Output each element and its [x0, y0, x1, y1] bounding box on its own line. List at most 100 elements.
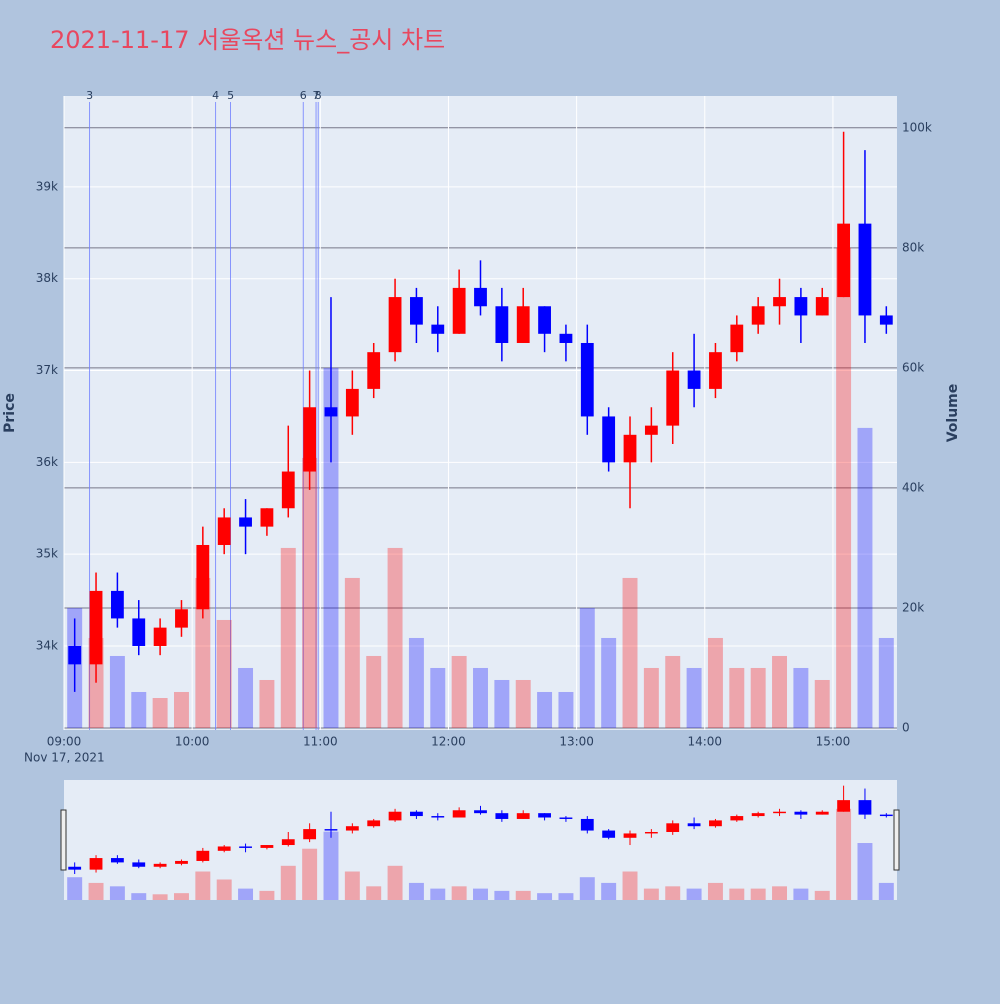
candle-body [858, 800, 872, 815]
volume-bar [665, 886, 681, 900]
candle-body [644, 831, 658, 834]
candle-body [687, 370, 701, 389]
candle-body [516, 813, 530, 819]
volume-bar [173, 691, 189, 728]
volume-bar [152, 697, 168, 728]
candle-body [687, 823, 701, 827]
range-slider[interactable] [64, 780, 897, 900]
volume-bar [750, 888, 766, 900]
candle-body [538, 306, 551, 334]
x-tick-label: 13:00 [559, 735, 594, 749]
candle-body [730, 816, 744, 821]
candle-body [260, 845, 274, 848]
volume-bar [280, 547, 296, 728]
volume-bar [729, 667, 745, 728]
range-handle[interactable] [60, 809, 67, 871]
volume-bar [643, 888, 659, 900]
volume-bar [67, 877, 83, 900]
volume-bar [814, 890, 830, 900]
volume-bar [366, 655, 382, 728]
x-tick-label: 15:00 [816, 735, 851, 749]
candle-body [281, 471, 295, 509]
candle-body [837, 223, 851, 298]
candle-body [495, 306, 509, 343]
volume-bar [537, 893, 553, 900]
candle-body [431, 324, 445, 334]
candle-body [580, 818, 594, 831]
x-tick-label: 12:00 [431, 735, 466, 749]
volume-bar [857, 427, 873, 728]
candle-body [709, 820, 722, 827]
candle-body [132, 862, 146, 867]
volume-bar [238, 667, 254, 728]
x-tick-label: 09:00 [47, 735, 82, 749]
volume-bar [494, 890, 510, 900]
candle-body [345, 388, 359, 417]
volume-bar [408, 882, 424, 900]
candle-body [110, 858, 124, 863]
volume-bar [473, 667, 488, 728]
volume-bar [109, 655, 125, 728]
y-tick-label: 35k [36, 547, 58, 561]
volume-bar [772, 655, 788, 728]
y-tick-label: 39k [36, 179, 58, 193]
news-marker-label: 5 [227, 89, 234, 102]
volume-bar [793, 888, 809, 900]
volume-bar [601, 882, 617, 900]
volume-bar [494, 679, 510, 728]
candle-body [751, 813, 765, 817]
volume-bar [579, 877, 595, 900]
candle-body [388, 811, 402, 821]
candle-body [773, 811, 786, 814]
volume-bar [152, 894, 168, 900]
volume-bar [344, 871, 360, 900]
volume-bar [643, 667, 659, 728]
candle-body [410, 811, 423, 817]
candle-body [474, 810, 487, 814]
volume-bar [707, 637, 723, 728]
candle-body [623, 434, 637, 463]
news-marker-label: 3 [86, 89, 93, 102]
candle-body [239, 517, 252, 527]
candle-body [410, 297, 423, 325]
candle-body [474, 287, 487, 307]
candle-body [602, 830, 616, 838]
volume-bar [814, 679, 830, 728]
volume-bar [216, 619, 232, 728]
y2-tick-label: 20k [902, 600, 924, 614]
candle-body [260, 508, 274, 527]
volume-bar [259, 679, 275, 728]
volume-bar [537, 691, 553, 728]
candle-body [452, 287, 466, 334]
volume-bar [366, 886, 382, 900]
volume-bar [323, 367, 339, 728]
candle-body [666, 370, 680, 426]
candle-body [217, 846, 231, 851]
volume-bar [515, 679, 531, 728]
volume-bar [195, 871, 211, 900]
candle-body [837, 800, 851, 812]
candle-body [388, 297, 402, 353]
candle-body [580, 342, 594, 417]
candle-body [303, 829, 317, 840]
candle-body [794, 297, 808, 316]
y2-tick-label: 60k [902, 360, 924, 374]
volume-bar [601, 637, 617, 728]
news-marker-label: 4 [212, 89, 219, 102]
volume-bar [238, 888, 254, 900]
candle-body [559, 333, 573, 343]
candle-body [281, 839, 295, 846]
volume-bar [430, 667, 446, 728]
volume-bar [451, 655, 467, 728]
range-handle[interactable] [893, 809, 900, 871]
volume-bar [473, 888, 488, 900]
chart-title: 2021-11-17 서울옥션 뉴스_공시 차트 [50, 26, 445, 54]
candle-body [153, 863, 167, 867]
news-marker-label: 6 [300, 89, 307, 102]
y-tick-label: 36k [36, 455, 58, 469]
volume-bar [451, 886, 467, 900]
volume-bar [836, 247, 852, 728]
candle-body [452, 810, 466, 818]
y2-axis-title: Volume [945, 384, 961, 443]
